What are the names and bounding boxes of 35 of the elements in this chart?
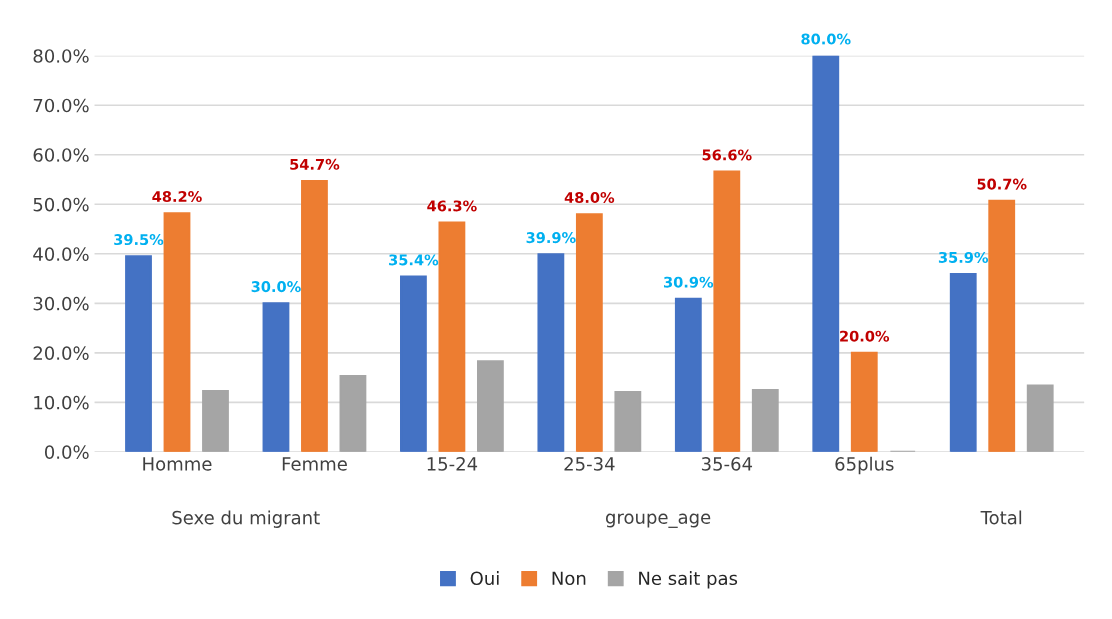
y-tick-label: 70.0% [33, 98, 89, 113]
data-label: 30.0% [251, 281, 301, 293]
y-tick-label: 10.0% [34, 395, 89, 410]
x-tick-label: Femme [282, 457, 347, 471]
legend-label: Oui [470, 571, 499, 586]
y-tick-label: 80.0% [33, 49, 89, 63]
legend-label: Non [552, 571, 586, 586]
text: Total [980, 510, 1022, 525]
y-tick-label: 20.0% [33, 346, 89, 360]
y-tick-label: 50.0% [33, 197, 89, 212]
data-label: 56.6% [702, 149, 752, 161]
x-tick-label: 35-64 [701, 457, 753, 471]
data-label: 20.0% [840, 330, 890, 342]
data-label: 39.9% [526, 232, 576, 244]
x-tick-label: 65plus [835, 456, 894, 475]
data-label: 48.0% [564, 191, 615, 204]
data-label: 50.7% [977, 178, 1027, 190]
text: Sexe du migrant [172, 510, 320, 528]
text: groupe_age [605, 513, 711, 528]
y-tick-label: 40.0% [33, 247, 89, 261]
y-tick-label: 0.0% [44, 445, 89, 459]
x-tick-label: 15-24 [427, 457, 478, 471]
data-label: 35.9% [938, 251, 989, 263]
data-label: 46.3% [427, 200, 477, 212]
legend-label: Ne sait pas [639, 571, 738, 589]
data-label: 48.2% [152, 190, 202, 203]
data-label: 54.7% [290, 158, 340, 170]
x-tick-label: Homme [143, 457, 212, 471]
x-tick-label: 25-34 [564, 457, 615, 471]
data-label: 39.5% [114, 234, 164, 246]
data-label: 80.0% [801, 33, 851, 45]
data-label: 30.9% [664, 276, 714, 288]
data-label: 35.4% [389, 254, 439, 266]
y-tick-label: 30.0% [33, 296, 89, 311]
y-tick-label: 60.0% [33, 148, 89, 162]
